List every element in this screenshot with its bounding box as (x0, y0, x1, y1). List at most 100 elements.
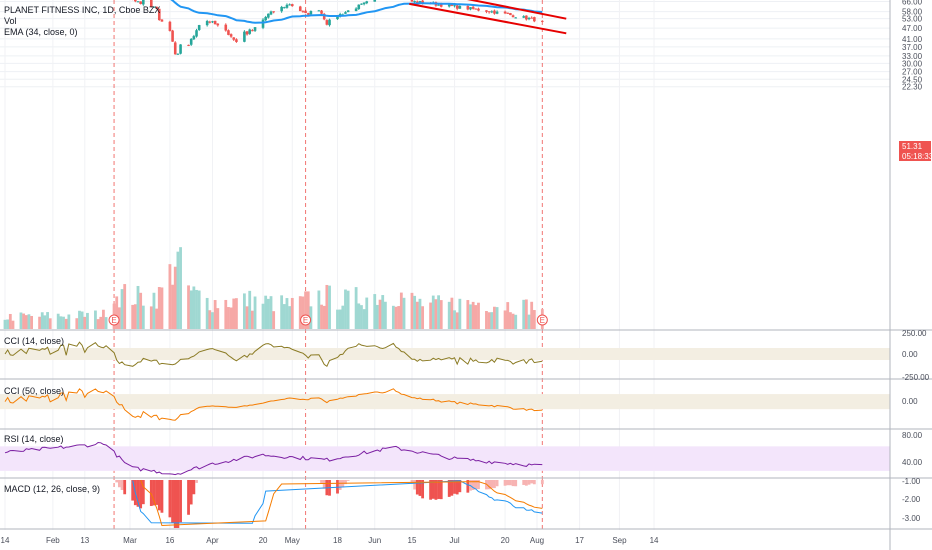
volume-bar (224, 299, 228, 329)
candle-body (171, 30, 174, 42)
volume-bar (171, 284, 174, 329)
volume-bar (213, 300, 217, 329)
symbol-title[interactable]: PLANET FITNESS INC, 1D, Cboe BZX (4, 5, 160, 15)
candle-body (320, 10, 323, 14)
volume-bar (115, 296, 119, 329)
cci14-legend[interactable]: CCI (14, close) (4, 336, 64, 346)
volume-bar (285, 298, 289, 329)
macd-line (132, 480, 543, 524)
volume-bar (338, 309, 342, 329)
volume-bar (471, 301, 475, 329)
indicator-tick: -250.00 (902, 373, 930, 382)
macd-hist-bar (418, 480, 422, 496)
volume-bar (192, 286, 196, 329)
volume-bar (290, 297, 294, 329)
macd-hist-bar (447, 480, 451, 497)
volume-bar (320, 304, 323, 329)
macd-legend[interactable]: MACD (12, 26, close, 9) (4, 484, 100, 494)
candle-body (298, 6, 302, 12)
candle-body (168, 21, 172, 31)
candle-body (410, 0, 414, 2)
candle-body (458, 6, 462, 9)
macd-hist-bar (192, 480, 196, 495)
candle-body (288, 4, 291, 6)
volume-bar (336, 309, 339, 329)
indicator-tick: -1.00 (902, 477, 921, 486)
volume-bar (437, 295, 440, 329)
volume-bar (322, 305, 326, 329)
volume-bar (235, 298, 238, 329)
macd-hist-bar (524, 480, 528, 486)
volume-bar (19, 312, 23, 329)
volume-bar (493, 306, 496, 329)
volume-bar (399, 292, 403, 329)
macd-hist-bar (458, 480, 462, 493)
candle-body (160, 19, 164, 22)
time-axis[interactable]: 14 Feb 13 Mar 16 Apr 20 May 18 Jun 15 Jul 20 Aug 17 Sep… (1, 536, 659, 545)
volume-bar (506, 302, 510, 329)
macd-hist-bar (141, 480, 145, 505)
volume-bar (485, 311, 488, 329)
volume-bar (56, 313, 60, 329)
volume-bar (38, 316, 41, 329)
candle-body (211, 21, 214, 23)
macd-hist-bar (527, 480, 531, 485)
cci50-legend[interactable]: CCI (50, close) (4, 386, 64, 396)
candle-body (495, 11, 499, 14)
cci14-band (0, 348, 890, 360)
candle-body (373, 0, 377, 2)
candle-body (533, 17, 536, 22)
candle-body (354, 8, 358, 12)
price-tick: 33.00 (902, 52, 923, 61)
candle-body (336, 16, 339, 20)
candle-body (189, 38, 193, 45)
time-tick: Sep (612, 536, 627, 545)
rsi-legend[interactable]: RSI (14, close) (4, 434, 64, 444)
ema-legend[interactable]: EMA (34, close, 0) (4, 27, 78, 37)
volume-bar (418, 298, 422, 329)
candle-body (325, 20, 329, 25)
cci50-line (4, 388, 543, 421)
price-axis[interactable]: 100.0090.0082.0074.0066.0058.0053.0047.0… (902, 0, 927, 92)
volume-bar (373, 294, 377, 329)
volume-bars (3, 247, 544, 329)
candle-body (301, 11, 305, 13)
candle-body (251, 30, 254, 32)
macd-hist-bar (450, 480, 454, 496)
volume-bar (269, 296, 273, 329)
macd-hist-bar (453, 480, 456, 494)
volume-bar (381, 295, 385, 329)
candle-body (235, 39, 238, 42)
candle-body (455, 5, 459, 9)
candle-body (322, 13, 326, 20)
candles[interactable] (4, 0, 544, 55)
volume-bar (173, 266, 177, 329)
volume-bar (136, 285, 140, 329)
price-tick: 53.00 (902, 15, 923, 24)
volume-bar (243, 293, 246, 329)
macd-hist-bar (471, 480, 475, 491)
macd-hist-bar (455, 480, 459, 495)
volume-bar (280, 295, 284, 329)
event-marker-circle (300, 314, 312, 326)
volume-bar (64, 318, 68, 329)
candle-body (253, 27, 257, 31)
volume-bar (376, 304, 379, 329)
candle-body (155, 6, 158, 9)
vol-legend[interactable]: Vol (4, 16, 17, 26)
signal-line (140, 479, 543, 527)
rsi-pane (4, 441, 543, 476)
volume-bar (397, 306, 401, 329)
price-tick: 66.00 (902, 0, 923, 6)
volume-bar (24, 315, 28, 329)
volume-bar (532, 310, 536, 329)
price-tick: 47.00 (902, 24, 923, 33)
indicator-tick: -2.00 (902, 495, 921, 504)
volume-bar (431, 295, 435, 329)
candle-body (150, 0, 153, 7)
volume-bar (378, 299, 382, 329)
candle-body (485, 10, 488, 12)
